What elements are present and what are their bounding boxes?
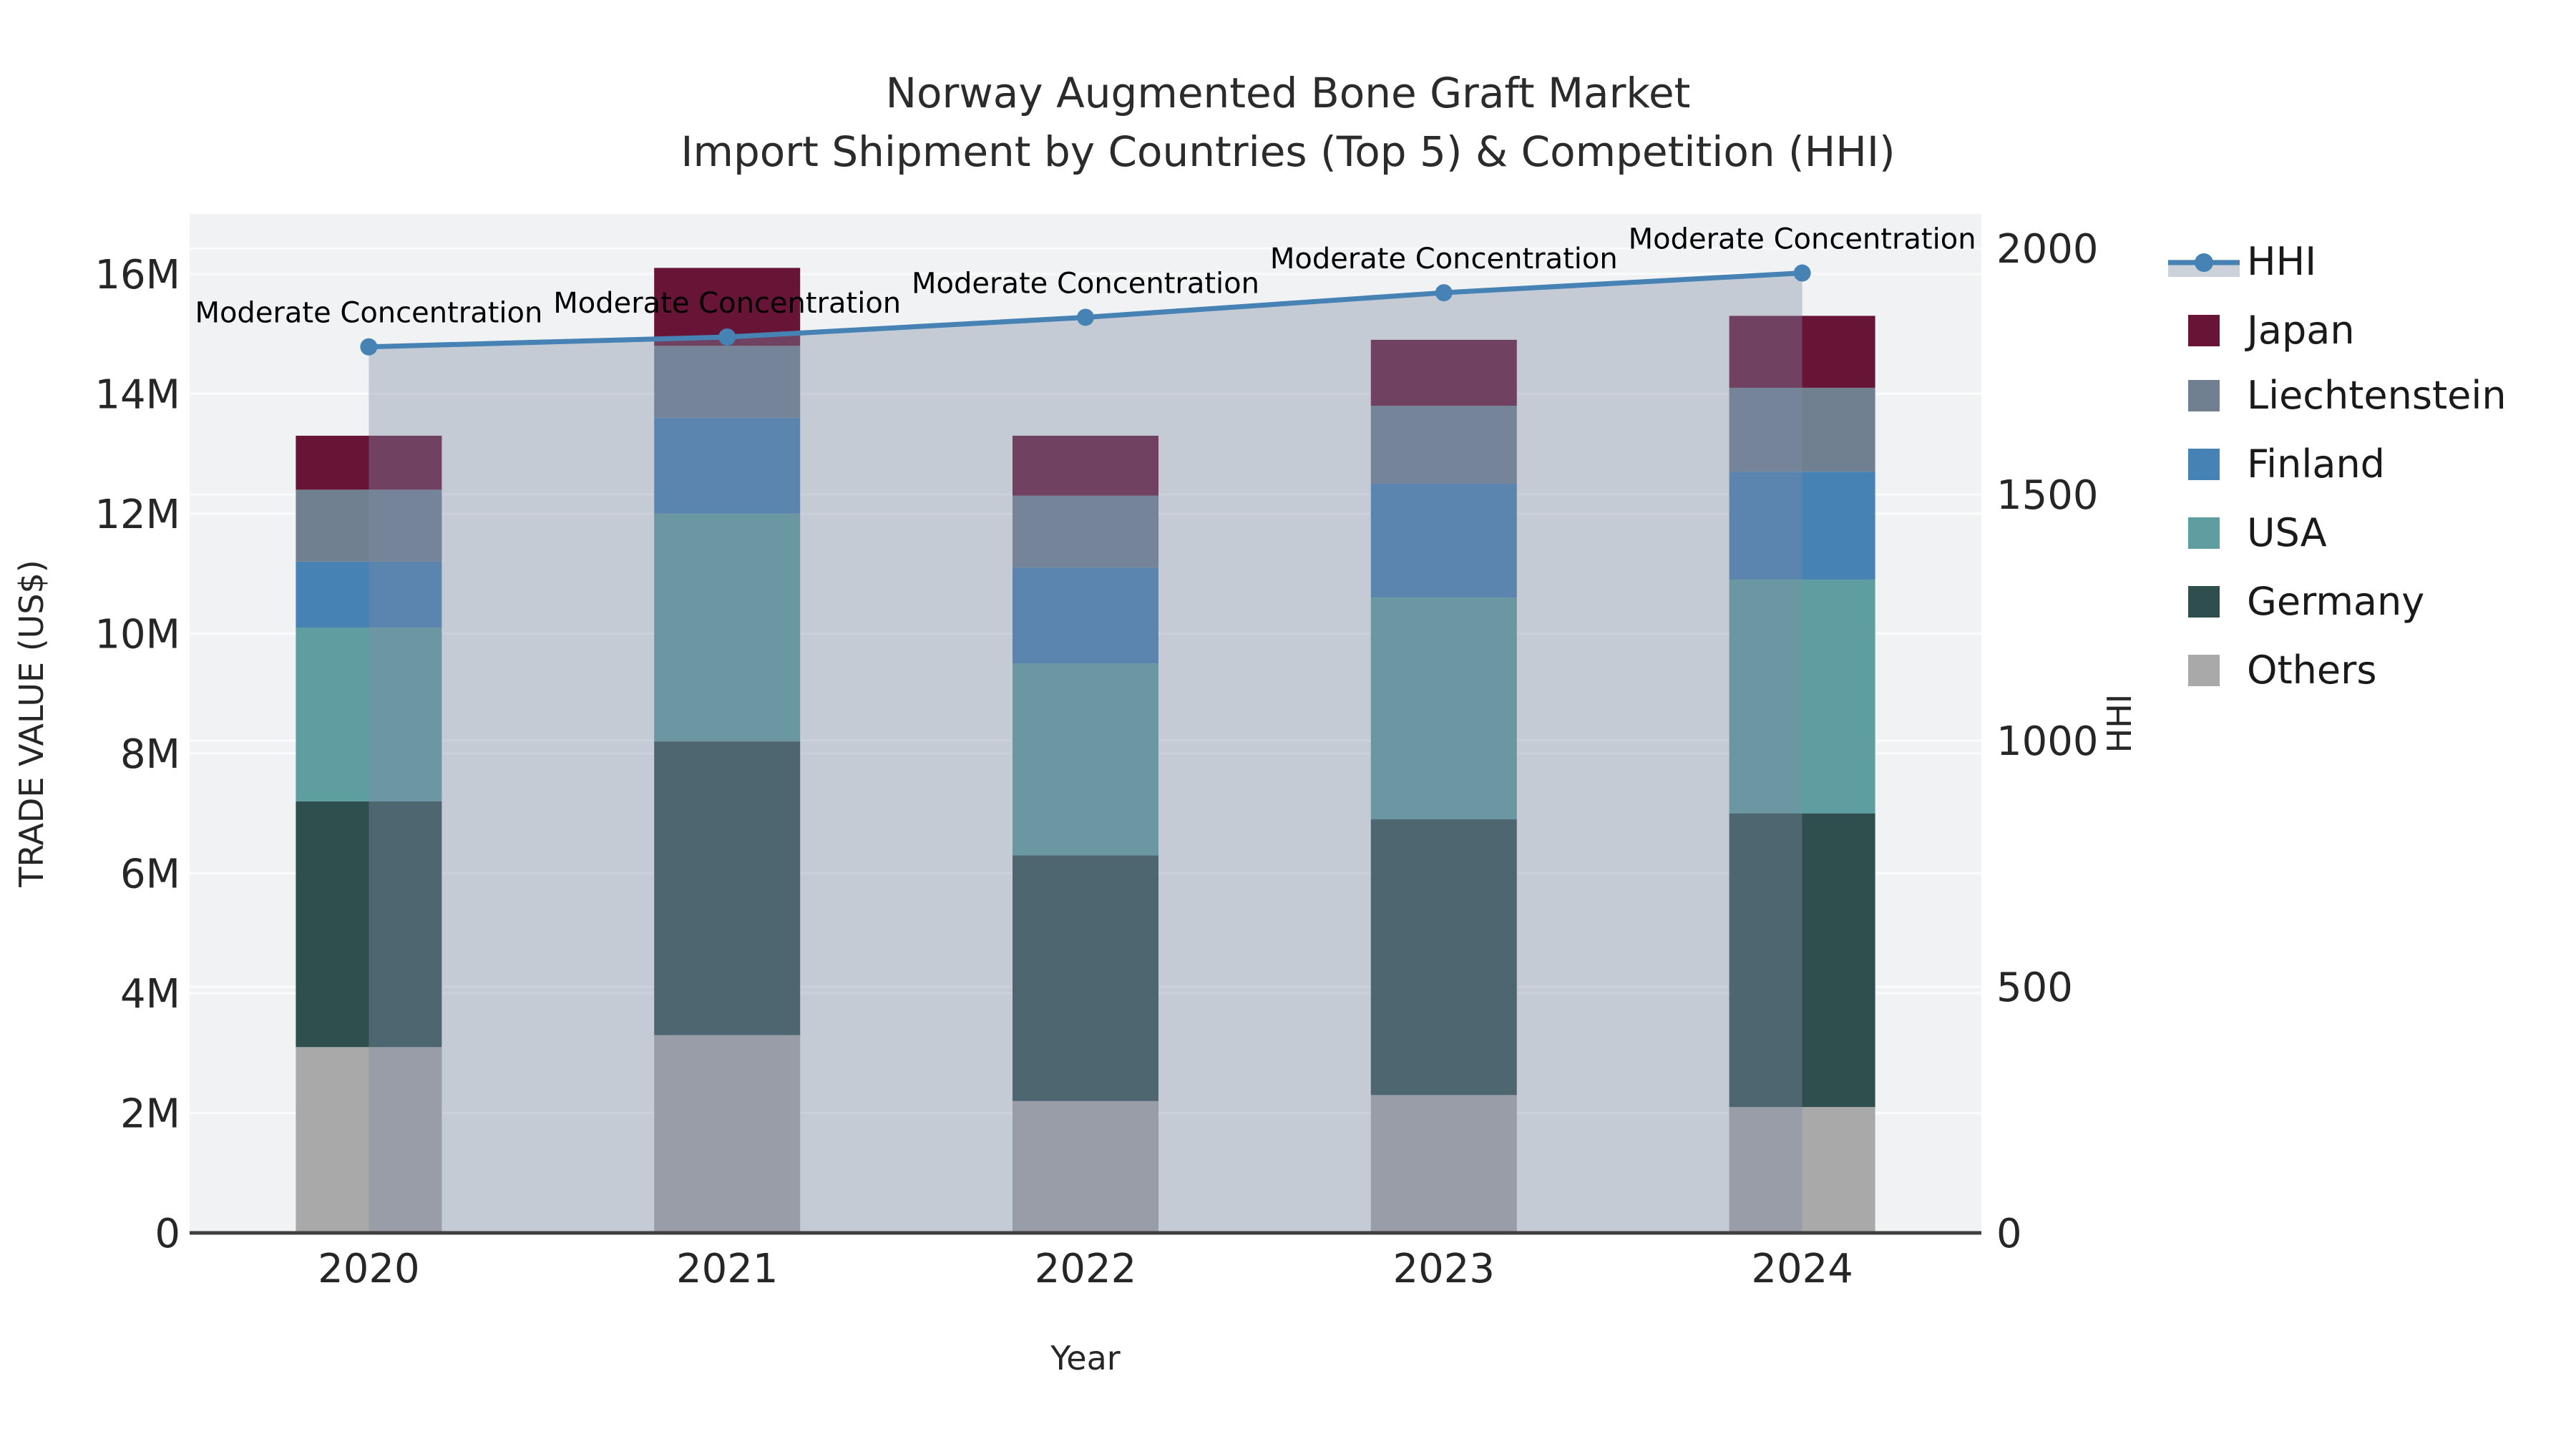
y-tick-label-2M: 2M: [120, 1091, 180, 1137]
bar-segment-liechtenstein-2021: [654, 346, 801, 418]
legend-label-hhi: HHI: [2247, 239, 2316, 284]
bar-segment-finland-2021: [654, 417, 801, 514]
bar-segment-finland-2023: [1370, 483, 1517, 598]
bar-segment-usa-2022: [1013, 663, 1158, 856]
chart-title-line1: Norway Augmented Bone Graft Market: [886, 69, 1691, 117]
bar-segment-others-2021: [654, 1035, 801, 1233]
y2-tick-label-1500: 1500: [1996, 472, 2099, 519]
legend-label-others: Others: [2247, 648, 2376, 693]
y-tick-label-4M: 4M: [120, 971, 180, 1018]
y2-tick-label-0: 0: [1996, 1211, 2022, 1257]
legend-item-finland: Finland: [2188, 441, 2385, 487]
legend-label-germany: Germany: [2247, 579, 2424, 624]
bar-segment-usa-2024: [1729, 579, 1875, 814]
bar-segment-finland-2020: [296, 561, 442, 628]
hhi-point-2020: [360, 338, 378, 356]
bar-segment-germany-2023: [1370, 819, 1517, 1096]
bar-segment-others-2020: [296, 1047, 442, 1233]
axes-layer: 0 2M 4M 6M 8M 10M 12M 14M 16M 0 500 1000 1500 2000 202…: [94, 226, 2098, 1292]
legend-label-japan: Japan: [2245, 308, 2355, 353]
legend-item-hhi: HHI: [2168, 239, 2316, 284]
bar-segment-finland-2024: [1729, 472, 1875, 580]
hhi-area: [369, 273, 1802, 1233]
y2-tick-label-500: 500: [1996, 965, 2073, 1011]
bar-segment-finland-2022: [1013, 567, 1158, 664]
bar-segment-liechtenstein-2023: [1370, 406, 1517, 484]
annotation-2021: Moderate Concentration: [553, 287, 901, 320]
annotation-2023: Moderate Concentration: [1270, 243, 1618, 275]
bar-segment-usa-2023: [1370, 597, 1517, 820]
legend-swatch-japan: [2188, 315, 2220, 346]
legend-swatch-others: [2188, 655, 2220, 686]
bar-segment-germany-2024: [1729, 813, 1875, 1108]
legend-swatch-germany: [2188, 586, 2220, 618]
hhi-line-layer: [360, 264, 1811, 356]
hhi-point-2023: [1435, 284, 1453, 302]
legend-item-liechtenstein: Liechtenstein: [2188, 373, 2507, 418]
legend-swatch-liechtenstein: [2188, 380, 2220, 411]
x-tick-label-2020: 2020: [318, 1246, 420, 1292]
y-axis-title: TRADE VALUE (US$): [12, 560, 51, 887]
annotation-layer: Moderate Concentration Moderate Concentra…: [195, 223, 1976, 330]
legend-item-others: Others: [2188, 648, 2376, 693]
y-tick-label-16M: 16M: [94, 252, 180, 298]
bar-segment-germany-2020: [296, 801, 442, 1048]
x-axis-title: Year: [1050, 1339, 1120, 1377]
bar-segment-others-2022: [1013, 1101, 1158, 1233]
hhi-point-2022: [1077, 308, 1094, 326]
legend-label-finland: Finland: [2247, 441, 2385, 487]
y-tick-label-6M: 6M: [120, 851, 180, 897]
legend-swatch-usa: [2188, 517, 2220, 549]
bars-layer: [296, 268, 1875, 1233]
hhi-point-2021: [718, 328, 736, 346]
y2-tick-label-1000: 1000: [1996, 718, 2099, 765]
bar-segment-japan-2024: [1729, 316, 1875, 388]
y-tick-label-14M: 14M: [94, 371, 180, 418]
bar-segment-usa-2021: [654, 513, 801, 742]
legend-item-japan: Japan: [2188, 308, 2355, 353]
bar-segment-japan-2023: [1370, 339, 1517, 406]
bar-segment-liechtenstein-2022: [1013, 495, 1158, 568]
bar-segment-germany-2021: [654, 741, 801, 1035]
bar-segment-others-2024: [1729, 1107, 1875, 1233]
bar-segment-germany-2022: [1013, 855, 1158, 1101]
bar-segment-japan-2020: [296, 435, 442, 490]
legend: HHI Japan Liechtenstein Finland USA Germany Ot…: [2168, 239, 2507, 693]
bar-segment-liechtenstein-2020: [296, 489, 442, 562]
legend-item-usa: USA: [2188, 510, 2327, 555]
legend-label-usa: USA: [2247, 510, 2327, 555]
x-tick-label-2021: 2021: [676, 1246, 779, 1292]
bar-segment-liechtenstein-2024: [1729, 387, 1875, 472]
y-tick-label-10M: 10M: [94, 611, 180, 658]
x-tick-label-2022: 2022: [1035, 1246, 1137, 1292]
chart-title-line2: Import Shipment by Countries (Top 5) & C…: [680, 127, 1895, 176]
legend-swatch-finland: [2188, 449, 2220, 480]
legend-item-germany: Germany: [2188, 579, 2424, 624]
hhi-area-layer: [369, 273, 1802, 1233]
bar-segment-japan-2022: [1013, 435, 1158, 496]
x-tick-label-2024: 2024: [1751, 1246, 1853, 1292]
x-tick-label-2023: 2023: [1393, 1246, 1496, 1292]
y2-tick-label-2000: 2000: [1996, 226, 2099, 273]
bar-segment-usa-2020: [296, 627, 442, 801]
legend-hhi-marker-icon: [2195, 253, 2213, 272]
bar-segment-others-2023: [1370, 1095, 1517, 1233]
legend-label-liechtenstein: Liechtenstein: [2247, 373, 2507, 418]
annotation-2020: Moderate Concentration: [195, 297, 542, 330]
y2-axis-title: HHI: [2100, 694, 2139, 753]
annotation-2022: Moderate Concentration: [912, 267, 1259, 300]
y-tick-label-8M: 8M: [120, 731, 180, 778]
y-tick-label-12M: 12M: [94, 492, 180, 538]
y-tick-label-0: 0: [155, 1211, 180, 1257]
hhi-point-2024: [1793, 264, 1811, 282]
annotation-2024: Moderate Concentration: [1629, 223, 1976, 256]
